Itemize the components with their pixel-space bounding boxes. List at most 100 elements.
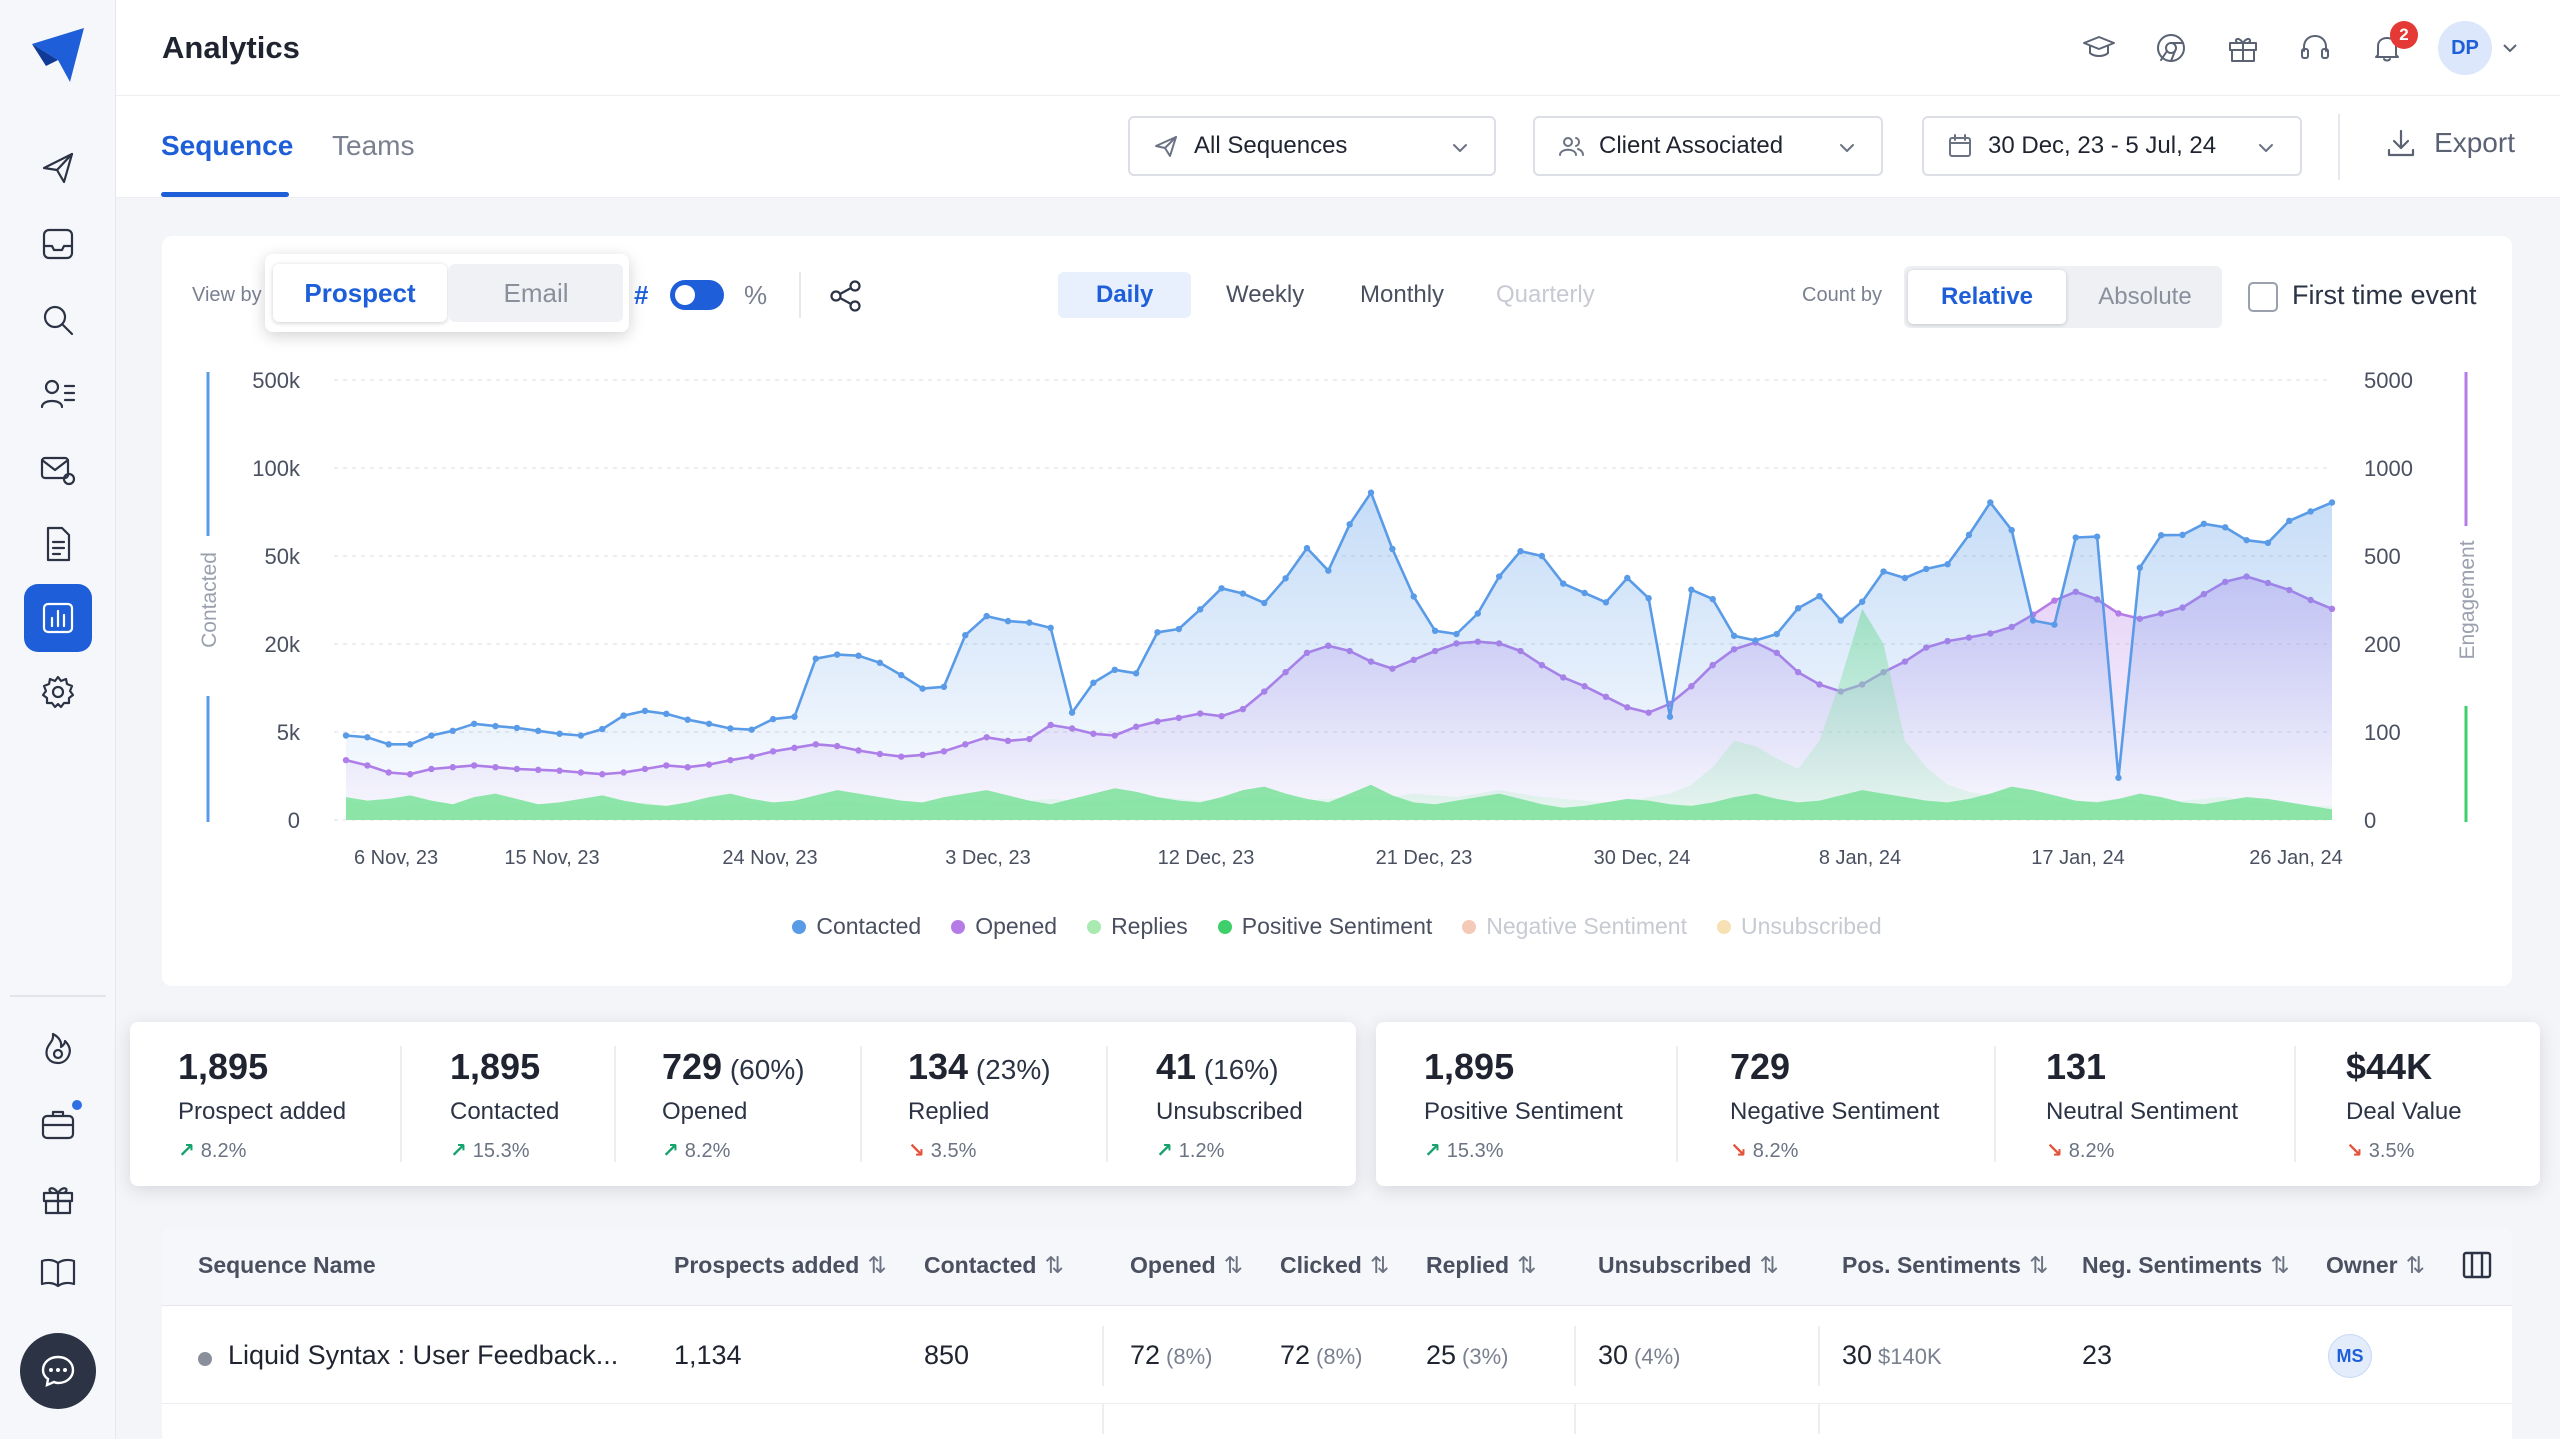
column-header-pos-sentiments[interactable]: Pos. Sentiments ⇅ [1842,1252,2048,1279]
client-dropdown[interactable]: Client Associated [1533,116,1883,176]
contacted-series-point[interactable] [2115,774,2122,781]
column-header-contacted[interactable]: Contacted ⇅ [924,1252,1064,1279]
contacted-series-point[interactable] [1239,590,1247,597]
contacted-series-point[interactable] [1154,629,1161,636]
column-settings-button[interactable] [2460,1248,2494,1287]
sort-icon[interactable]: ⇅ [867,1252,887,1278]
contacted-series-point[interactable] [513,724,521,732]
contacted-series-point[interactable] [727,725,734,732]
inbox-icon[interactable] [24,210,92,278]
contacted-series-point[interactable] [406,741,414,748]
briefcase-icon[interactable] [24,1090,92,1158]
user-menu[interactable]: DP [2438,21,2520,75]
contacted-series-point[interactable] [684,716,691,723]
contacted-series-point[interactable] [1282,575,1289,582]
contacted-series-point[interactable] [919,685,926,692]
prospects-icon[interactable] [24,360,92,428]
document-icon[interactable] [24,510,92,578]
contacted-series-point[interactable] [1858,598,1866,605]
contacted-series-point[interactable] [2008,526,2015,534]
sort-icon[interactable]: ⇅ [1223,1252,1243,1278]
contacted-series-point[interactable] [876,659,884,666]
contacted-series-point[interactable] [534,727,542,735]
contacted-series-point[interactable] [898,671,905,679]
legend-contacted[interactable]: Contacted [792,913,921,940]
contacted-series-point[interactable] [1111,666,1118,674]
first-time-event-checkbox[interactable] [2248,282,2278,312]
contacted-series-point[interactable] [2264,539,2272,546]
contacted-series-point[interactable] [2072,534,2079,541]
contacted-series-point[interactable] [940,683,948,691]
contacted-series-point[interactable] [1773,630,1780,638]
contacted-series-point[interactable] [1047,624,1054,632]
view-by-email[interactable]: Email [449,264,623,322]
support-headset-icon[interactable] [2294,27,2336,69]
contacted-series-point[interactable] [449,727,456,735]
contacted-series-point[interactable] [1709,595,1716,603]
contacted-series-point[interactable] [1261,599,1268,607]
contacted-series-point[interactable] [833,651,841,658]
contacted-series-point[interactable] [364,734,371,741]
contacted-series-point[interactable] [1367,489,1375,496]
tab-teams[interactable]: Teams [332,130,415,161]
contacted-series-point[interactable] [1175,625,1183,633]
contacted-series-point[interactable] [1004,617,1012,625]
contacted-series-point[interactable] [705,720,713,727]
send-icon[interactable] [24,134,92,202]
contacted-series-line[interactable] [345,491,2333,780]
contacted-series-point[interactable] [1325,567,1332,574]
contacted-series-point[interactable] [1752,637,1759,644]
contacted-series-point[interactable] [1453,630,1460,638]
opened-series-point[interactable] [2115,610,2122,617]
contacted-series-point[interactable] [2136,564,2144,571]
contacted-series-point[interactable] [1581,589,1588,597]
sort-icon[interactable]: ⇅ [1517,1252,1537,1278]
contacted-series-point[interactable] [641,707,649,715]
notification-bell-icon[interactable]: 2 [2366,21,2418,69]
contacted-series-point[interactable] [2157,532,2165,539]
sort-icon[interactable]: ⇅ [1044,1252,1064,1278]
contacted-series-point[interactable] [1090,679,1097,686]
avatar[interactable]: DP [2438,21,2492,75]
gift-icon[interactable] [2222,27,2264,69]
count-by-absolute[interactable]: Absolute [2098,283,2192,310]
contacted-series-point[interactable] [1068,709,1076,716]
contacted-series-point[interactable] [1538,552,1546,560]
contacted-series-point[interactable] [812,655,820,662]
contacted-series-point[interactable] [428,732,435,739]
contacted-series-point[interactable] [1495,573,1503,580]
contacted-series-point[interactable] [1624,574,1631,582]
period-monthly[interactable]: Monthly [1360,281,1445,308]
analytics-icon[interactable] [24,584,92,652]
contacted-series-point[interactable] [2051,621,2058,628]
view-by-prospect[interactable]: Prospect [273,264,447,322]
contacted-series-point[interactable] [1560,580,1567,587]
sequences-dropdown[interactable]: All Sequences [1128,116,1496,176]
contacted-series-point[interactable] [1346,521,1353,528]
column-header-unsubscribed[interactable]: Unsubscribed ⇅ [1598,1252,1779,1279]
count-percent-toggle[interactable] [670,280,724,310]
contacted-series-point[interactable] [2222,524,2229,531]
contacted-series-point[interactable] [2029,617,2037,624]
contacted-series-point[interactable] [1965,531,1973,539]
contacted-series-point[interactable] [1666,713,1674,720]
export-button[interactable]: Export [2384,126,2515,160]
contacted-series-point[interactable] [1730,632,1738,639]
column-header-owner[interactable]: Owner ⇅ [2326,1252,2425,1279]
contacted-series-point[interactable] [1923,565,1930,573]
contacted-series-point[interactable] [663,710,670,718]
legend-positive-sentiment[interactable]: Positive Sentiment [1217,913,1432,940]
contacted-series-point[interactable] [2243,536,2250,544]
contacted-series-point[interactable] [1645,595,1652,602]
contacted-series-point[interactable] [1688,586,1695,593]
contacted-series-point[interactable] [769,715,777,723]
contacted-series-point[interactable] [2179,531,2186,539]
contacted-series-point[interactable] [1602,599,1610,606]
contacted-series-point[interactable] [1474,610,1482,617]
settings-icon[interactable] [24,658,92,726]
count-by-relative[interactable]: Relative [1908,270,2066,324]
contacted-series-point[interactable] [1218,585,1225,592]
contacted-series-point[interactable] [962,632,969,639]
contacted-series-point[interactable] [1132,670,1140,677]
contacted-series-point[interactable] [2093,533,2101,540]
